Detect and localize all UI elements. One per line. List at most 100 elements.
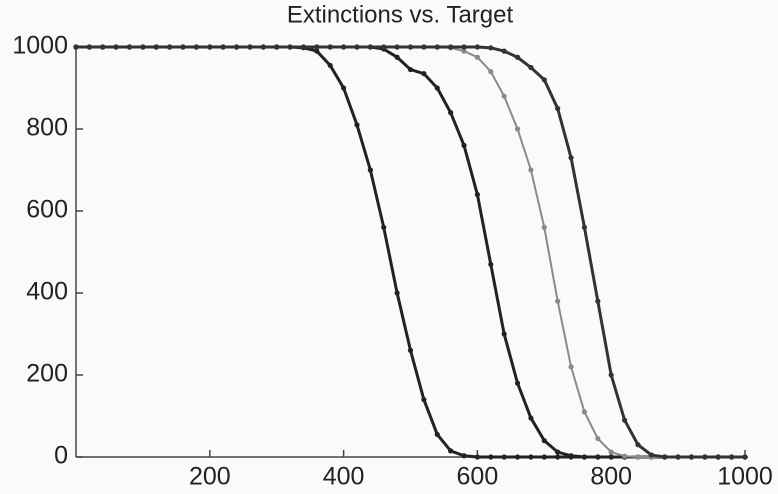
- data-point: [327, 62, 333, 69]
- data-point: [715, 454, 721, 460]
- data-point: [541, 454, 547, 460]
- data-point: [86, 44, 92, 50]
- y-tick-label: 600: [26, 196, 68, 224]
- data-point: [501, 454, 507, 460]
- data-point: [555, 105, 561, 112]
- data-point: [688, 454, 695, 460]
- data-point: [488, 454, 494, 460]
- data-point: [608, 454, 614, 460]
- data-point: [514, 454, 521, 460]
- data-point: [541, 224, 547, 230]
- data-point: [675, 454, 681, 460]
- data-point: [541, 438, 547, 444]
- data-point: [514, 126, 521, 132]
- data-point: [140, 44, 146, 50]
- data-point: [434, 431, 440, 438]
- x-tick-label: 200: [189, 463, 231, 491]
- data-point: [555, 454, 561, 460]
- data-point: [327, 44, 333, 50]
- data-point: [702, 454, 708, 460]
- data-point: [608, 449, 614, 455]
- data-point: [488, 45, 494, 51]
- data-point: [581, 224, 588, 230]
- data-point: [354, 122, 360, 128]
- data-point: [514, 54, 521, 60]
- data-point: [501, 331, 507, 337]
- data-point: [314, 48, 320, 54]
- data-point: [595, 435, 601, 442]
- data-point: [421, 71, 427, 77]
- data-point: [233, 44, 240, 50]
- y-tick-label: 0: [54, 442, 68, 470]
- data-point: [73, 44, 79, 50]
- data-point: [474, 44, 480, 50]
- data-point: [167, 44, 173, 50]
- data-point: [474, 192, 480, 198]
- data-point: [381, 44, 387, 50]
- data-point: [528, 454, 534, 460]
- data-point: [514, 380, 521, 386]
- series-line: [76, 45, 745, 459]
- data-point: [247, 44, 253, 50]
- data-point: [488, 69, 494, 75]
- data-point: [100, 44, 106, 50]
- data-point: [394, 44, 400, 50]
- data-point: [541, 77, 547, 83]
- x-tick-label: 400: [323, 463, 365, 491]
- data-point: [314, 44, 320, 50]
- y-tick-label: 200: [26, 360, 68, 388]
- data-point: [180, 44, 186, 50]
- data-point: [581, 454, 588, 460]
- data-point: [461, 142, 467, 148]
- data-point: [287, 44, 293, 50]
- data-point: [367, 167, 373, 173]
- data-point: [341, 44, 347, 50]
- chart-title: Extinctions vs. Target: [287, 1, 514, 28]
- data-point: [394, 54, 400, 60]
- data-point: [461, 48, 467, 54]
- data-point: [528, 64, 534, 71]
- data-point: [153, 44, 159, 50]
- data-point: [407, 44, 414, 50]
- data-point: [126, 44, 133, 50]
- data-point: [434, 85, 440, 91]
- data-point: [528, 415, 534, 421]
- data-point: [555, 298, 561, 304]
- data-point: [260, 44, 266, 50]
- data-point: [448, 110, 454, 116]
- data-point: [501, 48, 507, 54]
- x-tick-label: 800: [590, 463, 632, 491]
- data-point: [207, 44, 213, 50]
- y-tick-label: 800: [26, 114, 68, 142]
- data-point: [367, 44, 373, 50]
- data-point: [648, 452, 654, 458]
- data-point: [193, 44, 200, 50]
- x-tick-label: 600: [457, 463, 499, 491]
- data-point: [581, 409, 588, 415]
- data-point: [555, 449, 561, 455]
- data-point: [474, 54, 480, 60]
- data-point: [568, 453, 574, 459]
- data-point: [448, 44, 454, 50]
- data-point: [113, 44, 119, 50]
- data-point: [621, 453, 628, 459]
- x-tick-label: 1000: [717, 463, 773, 491]
- data-point: [300, 44, 307, 50]
- data-point: [220, 44, 226, 50]
- series-line: [76, 45, 745, 459]
- data-point: [407, 66, 414, 73]
- data-point: [568, 155, 574, 161]
- data-point: [341, 85, 347, 91]
- data-point: [621, 417, 628, 423]
- series-line: [76, 45, 745, 459]
- data-point: [354, 44, 360, 50]
- data-point: [394, 290, 400, 296]
- series-line: [76, 46, 745, 458]
- data-point: [407, 347, 414, 353]
- data-point: [635, 454, 641, 460]
- data-point: [461, 44, 467, 50]
- data-point: [662, 454, 668, 460]
- data-point: [488, 261, 494, 267]
